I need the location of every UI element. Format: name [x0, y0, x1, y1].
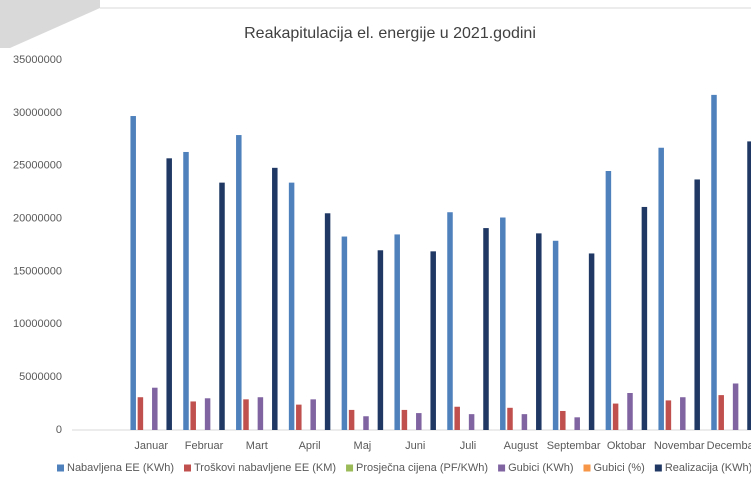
bar	[272, 167, 278, 431]
legend-swatch	[498, 464, 506, 472]
legend-label: Prosječna cijena (PF/KWh)	[356, 462, 488, 474]
bar	[243, 399, 249, 430]
bar	[588, 253, 595, 430]
bar	[204, 398, 211, 430]
bar	[500, 217, 506, 430]
bar	[483, 228, 489, 430]
bar	[296, 404, 302, 430]
bar	[152, 387, 158, 430]
bar	[641, 206, 648, 430]
legend-swatch	[346, 464, 354, 472]
bar	[605, 171, 612, 430]
y-tick-label: 15000000	[13, 265, 62, 277]
y-tick-label: 20000000	[13, 212, 62, 224]
bar	[257, 397, 264, 430]
x-tick-label: Mart	[246, 440, 268, 452]
x-tick-label: Februar	[185, 440, 224, 452]
bar	[310, 399, 316, 430]
bar	[732, 383, 739, 430]
bar	[416, 413, 422, 430]
bar	[694, 179, 700, 430]
x-tick-label: Septembar	[547, 440, 601, 452]
bar	[401, 409, 408, 430]
bar	[658, 147, 664, 430]
chart-title: Reakapitulacija el. energije u 2021.godi…	[244, 25, 536, 42]
bar	[219, 182, 225, 430]
bar	[190, 401, 196, 430]
x-tick-label: Decembar	[707, 440, 751, 452]
legend-swatch	[654, 464, 662, 472]
bar	[507, 407, 513, 430]
bar	[718, 395, 724, 430]
bar	[627, 393, 633, 430]
x-tick-label: Juli	[460, 440, 477, 452]
corner-shade	[0, 0, 100, 48]
bar	[394, 234, 400, 430]
legend-label: Gubici (KWh)	[508, 462, 573, 474]
bar	[521, 414, 528, 430]
bar	[560, 410, 566, 430]
bar	[447, 212, 453, 430]
legend-swatch	[57, 464, 64, 472]
bar	[747, 141, 751, 430]
bar	[665, 400, 672, 430]
bar	[454, 406, 460, 430]
bar	[324, 213, 331, 430]
y-tick-label: 25000000	[13, 160, 62, 172]
x-tick-label: Maj	[354, 440, 372, 452]
bar	[680, 397, 686, 430]
bar	[711, 94, 717, 430]
x-tick-label: Januar	[134, 440, 168, 452]
y-tick-label: 10000000	[13, 318, 62, 330]
legend-swatch	[583, 464, 591, 472]
legend-label: Gubici (%)	[594, 462, 645, 474]
bar	[552, 240, 559, 430]
legend-label: Nabavljena EE (KWh)	[67, 462, 174, 474]
y-tick-label: 5000000	[19, 371, 62, 383]
x-tick-label: Oktobar	[607, 440, 646, 452]
bar	[341, 236, 348, 430]
legend-label: Realizacija (KWh)	[665, 462, 751, 474]
bar	[130, 116, 136, 431]
bar	[236, 135, 242, 431]
x-tick-label: Juni	[405, 440, 425, 452]
bar	[612, 403, 619, 430]
bar	[377, 250, 384, 430]
bar	[166, 158, 172, 431]
bar	[137, 397, 144, 430]
y-tick-label: 30000000	[13, 107, 62, 119]
bar	[348, 409, 355, 430]
bar	[536, 233, 542, 430]
legend-swatch	[184, 464, 191, 472]
y-tick-label: 0	[56, 424, 62, 436]
bar	[430, 251, 436, 430]
y-tick-label: 35000000	[13, 54, 62, 66]
bar	[468, 414, 475, 430]
x-tick-label: August	[504, 440, 538, 452]
bar	[288, 182, 295, 430]
legend-label: Troškovi nabavljene EE (KM)	[194, 462, 336, 474]
bar	[574, 417, 580, 430]
bar	[363, 416, 369, 430]
bar	[183, 151, 189, 430]
x-tick-label: Novembar	[654, 440, 705, 452]
x-tick-label: April	[299, 440, 321, 452]
